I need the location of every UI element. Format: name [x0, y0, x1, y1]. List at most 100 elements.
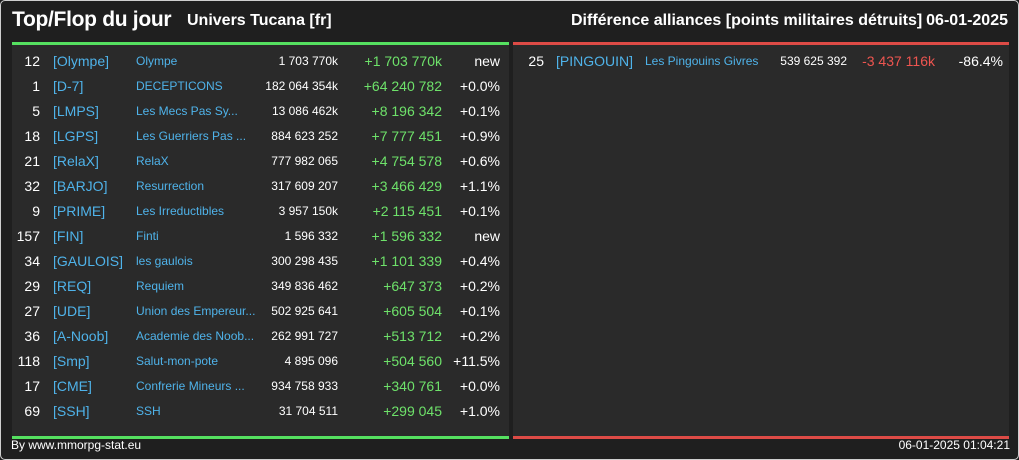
rank-cell: 36: [24, 328, 40, 344]
alliance-name-link[interactable]: Les Mecs Pas Sy...: [136, 104, 238, 118]
flop-panel: 25 [PINGOUIN] Les Pingouins Givres 539 625 …: [513, 42, 1009, 439]
percent-cell: +0.4%: [459, 253, 500, 269]
alliance-row: 36 [A-Noob] Academie des Noob... 262 991 72…: [12, 324, 509, 349]
alliance-name-link[interactable]: Confrerie Mineurs ...: [136, 379, 245, 393]
alliance-row: 118 [Smp] Salut-mon-pote 4 895 096 +504 560 +…: [12, 349, 509, 374]
alliance-row: 157 [FIN] Finti 1 596 332 +1 596 332 new: [12, 224, 509, 249]
alliance-name-link[interactable]: DECEPTICONS: [136, 79, 223, 93]
alliance-tag-link[interactable]: [GAULOIS]: [53, 253, 124, 269]
delta-cell: +4 754 578: [371, 153, 442, 169]
page-title: Top/Flop du jour: [12, 8, 172, 31]
points-cell: 349 836 462: [271, 279, 338, 293]
alliance-tag-link[interactable]: [BARJO]: [53, 178, 108, 194]
points-cell: 884 623 252: [271, 129, 338, 143]
alliance-tag-link[interactable]: [LMPS]: [53, 103, 99, 119]
rank-cell: 157: [16, 228, 40, 244]
percent-cell: +0.1%: [459, 203, 500, 219]
delta-cell: +1 703 770k: [364, 53, 442, 69]
delta-cell: +340 761: [383, 378, 442, 394]
alliance-name-link[interactable]: Les Irreductibles: [136, 204, 225, 218]
alliance-tag-link[interactable]: [SSH]: [53, 403, 90, 419]
percent-cell: +0.2%: [459, 278, 500, 294]
alliance-name-link[interactable]: Les Guerriers Pas ...: [136, 129, 247, 143]
alliance-row: 27 [UDE] Union des Empereur... 502 925 641 +…: [12, 299, 509, 324]
alliance-row: 21 [RelaX] RelaX 777 982 065 +4 754 578 +0.6%: [12, 149, 509, 174]
alliance-tag-link[interactable]: [D-7]: [53, 78, 84, 94]
rank-cell: 9: [32, 203, 40, 219]
percent-cell: +1.0%: [459, 403, 500, 419]
alliance-name-link[interactable]: Academie des Noob...: [136, 329, 255, 343]
points-cell: 502 925 641: [271, 304, 338, 318]
percent-cell: +0.0%: [459, 78, 500, 94]
rank-cell: 69: [24, 403, 40, 419]
points-cell: 934 758 933: [271, 379, 338, 393]
alliance-name-link[interactable]: Resurrection: [136, 179, 205, 193]
alliance-name-link[interactable]: Salut-mon-pote: [136, 354, 219, 368]
rank-cell: 29: [24, 278, 40, 294]
alliance-name-link[interactable]: Union des Empereur...: [136, 304, 256, 318]
percent-cell: +0.1%: [459, 103, 500, 119]
alliance-tag-link[interactable]: [CME]: [53, 378, 92, 394]
alliance-row: 17 [CME] Confrerie Mineurs ... 934 758 933 +…: [12, 374, 509, 399]
alliance-name-link[interactable]: Olympe: [136, 54, 178, 68]
percent-cell: +0.1%: [459, 303, 500, 319]
ranking-date: 06-01-2025: [926, 12, 1008, 29]
alliance-tag-link[interactable]: [Olympe]: [53, 53, 110, 69]
points-cell: 300 298 435: [271, 254, 338, 268]
points-cell: 182 064 354k: [265, 79, 338, 93]
delta-cell: +513 712: [383, 328, 442, 344]
delta-cell: +299 045: [383, 403, 442, 419]
rank-cell: 12: [24, 53, 40, 69]
rank-cell: 118: [17, 353, 40, 369]
rank-cell: 18: [24, 128, 40, 144]
rank-cell: 34: [24, 253, 40, 269]
percent-cell: +1.1%: [459, 178, 500, 194]
source-link[interactable]: By www.mmorpg-stat.eu: [11, 438, 142, 452]
alliance-name-link[interactable]: Finti: [136, 229, 159, 243]
delta-cell: +8 196 342: [371, 103, 442, 119]
rank-cell: 27: [24, 303, 40, 319]
delta-cell: +1 596 332: [371, 228, 442, 244]
rank-cell: 17: [24, 378, 40, 394]
alliance-name-link[interactable]: SSH: [136, 404, 161, 418]
delta-cell: +64 240 782: [363, 78, 442, 94]
ranking-subtitle: Différence alliances [points militaires …: [571, 12, 923, 29]
alliance-tag-link[interactable]: [Smp]: [53, 353, 90, 369]
rank-cell: 32: [24, 178, 40, 194]
delta-cell: +3 466 429: [371, 178, 442, 194]
rank-cell: 21: [24, 153, 40, 169]
percent-cell: +0.6%: [459, 153, 500, 169]
alliance-row: 5 [LMPS] Les Mecs Pas Sy... 13 086 462k +8 1…: [12, 99, 509, 124]
points-cell: 777 982 065: [271, 154, 338, 168]
alliance-tag-link[interactable]: [REQ]: [53, 278, 92, 294]
alliance-row: 12 [Olympe] Olympe 1 703 770k +1 703 770k new: [12, 49, 509, 74]
percent-cell: -86.4%: [958, 53, 1003, 69]
alliance-row: 9 [PRIME] Les Irreductibles 3 957 150k +2 11…: [12, 199, 509, 224]
alliance-tag-link[interactable]: [LGPS]: [53, 128, 99, 144]
alliance-tag-link[interactable]: [UDE]: [53, 303, 91, 319]
points-cell: 31 704 511: [278, 404, 338, 418]
alliance-name-link[interactable]: RelaX: [136, 154, 169, 168]
delta-cell: +7 777 451: [371, 128, 442, 144]
alliance-name-link[interactable]: les gaulois: [136, 254, 193, 268]
points-cell: 3 957 150k: [278, 204, 338, 218]
alliance-row: 25 [PINGOUIN] Les Pingouins Givres 539 625 …: [513, 49, 1009, 74]
rank-cell: 25: [528, 53, 544, 69]
alliance-row: 29 [REQ] Requiem 349 836 462 +647 373 +0.2%: [12, 274, 509, 299]
delta-cell: +605 504: [383, 303, 442, 319]
alliance-name-link[interactable]: Requiem: [136, 279, 185, 293]
header: Top/Flop du jour Univers Tucana [fr] Dif…: [1, 1, 1018, 41]
alliance-tag-link[interactable]: [PINGOUIN]: [556, 53, 634, 69]
alliance-tag-link[interactable]: [A-Noob]: [53, 328, 109, 344]
alliance-row: 69 [SSH] SSH 31 704 511 +299 045 +1.0%: [12, 399, 509, 424]
points-cell: 262 991 727: [271, 329, 338, 343]
percent-cell: new: [474, 53, 500, 69]
alliance-row: 1 [D-7] DECEPTICONS 182 064 354k +64 240 782…: [12, 74, 509, 99]
generated-timestamp: 06-01-2025 01:04:21: [898, 438, 1010, 452]
rank-cell: 1: [32, 78, 40, 94]
alliance-tag-link[interactable]: [FIN]: [53, 228, 84, 244]
alliance-tag-link[interactable]: [RelaX]: [53, 153, 99, 169]
alliance-tag-link[interactable]: [PRIME]: [53, 203, 106, 219]
rank-cell: 5: [32, 103, 40, 119]
